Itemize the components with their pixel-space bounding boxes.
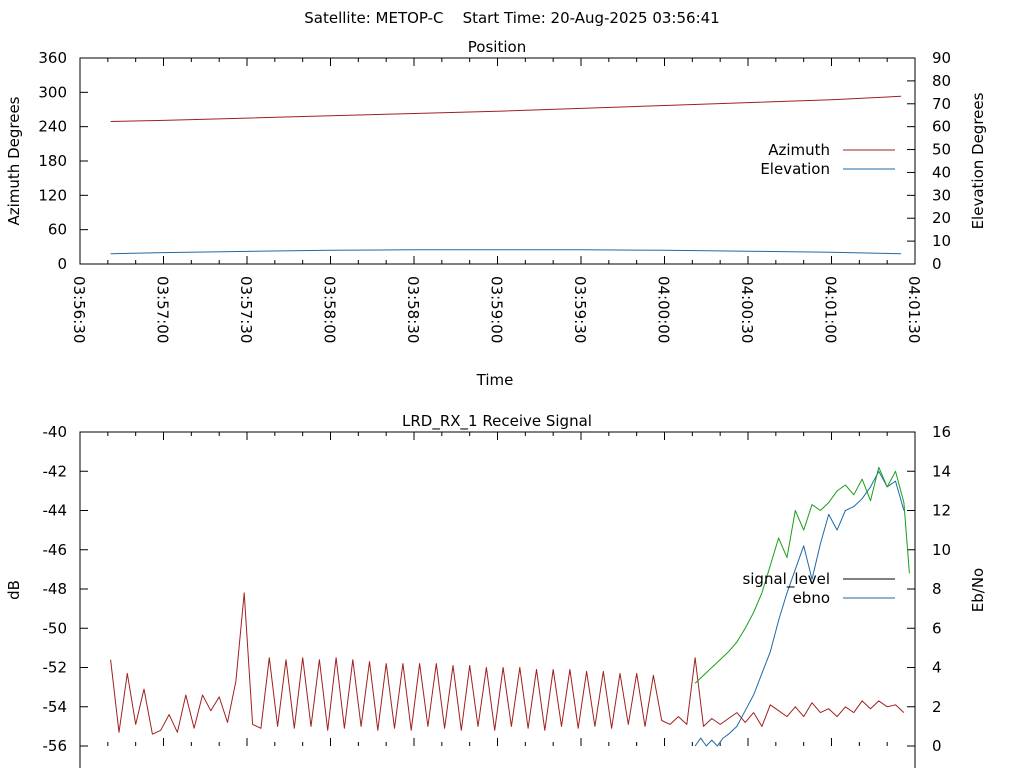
y2-tick-label: 6 [932,619,942,637]
x-tick-label: 03:59:00 [488,276,506,343]
y-tick-label: 180 [38,152,67,170]
receive-y2-axis-label: Eb/No [969,568,987,612]
y2-tick-label: 70 [932,95,951,113]
y2-tick-label: 60 [932,118,951,136]
position-x-axis-label: Time [476,371,514,389]
receive-chart-title: LRD_RX_1 Receive Signal [402,412,592,431]
x-tick-label: 03:58:30 [404,276,422,343]
y2-tick-label: 0 [932,255,942,273]
receive-y-axis-label: dB [5,580,23,600]
y-tick-label: -52 [43,659,68,677]
x-tick-label: 04:00:00 [655,276,673,343]
y2-tick-label: 20 [932,209,951,227]
y-tick-label: -48 [43,580,68,598]
y2-tick-label: 80 [932,72,951,90]
y2-tick-label: 40 [932,163,951,181]
x-tick-label: 04:00:30 [738,276,756,343]
y2-tick-label: 8 [932,580,942,598]
y2-tick-label: 30 [932,186,951,204]
x-tick-label: 03:57:00 [154,276,172,343]
y2-tick-label: 90 [932,49,951,67]
y-tick-label: -50 [43,619,68,637]
y2-tick-label: 14 [932,462,951,480]
y2-tick-label: 50 [932,141,951,159]
series-signal-level [110,592,905,735]
y-tick-label: 360 [38,49,67,67]
y-tick-label: -46 [43,541,68,559]
x-tick-label: 04:01:00 [822,276,840,343]
y-tick-label: 300 [38,83,67,101]
y-tick-label: 240 [38,118,67,136]
series-elevation [110,249,902,255]
y-tick-label: -44 [43,502,68,520]
y2-tick-label: 16 [932,423,951,441]
y2-tick-label: 0 [932,737,942,755]
position-y2-axis-label: Elevation Degrees [969,92,987,229]
legend-label: Azimuth [768,141,830,159]
figure-title: Satellite: METOP-C Start Time: 20-Aug-20… [304,9,719,27]
receive-signal-chart: LRD_RX_1 Receive Signal -56 -54 -52 -50 -48 -… [5,412,987,768]
position-chart-title: Position [468,38,526,56]
position-chart: Position 0 60 120 180 240 300 360 0 10 20 30 40 50 6… [5,38,987,389]
y-tick-label: -42 [43,462,68,480]
y2-tick-label: 4 [932,659,942,677]
position-plot-frame [79,57,916,265]
receive-plot-frame [79,431,916,768]
y2-tick-label: 10 [932,541,951,559]
series-ebno [694,470,905,747]
y-tick-label: 60 [48,221,67,239]
y2-tick-label: 12 [932,502,951,520]
y-tick-label: 120 [38,186,67,204]
y-tick-label: -54 [43,698,68,716]
y2-tick-label: 10 [932,232,951,250]
y-tick-label: 0 [57,255,67,273]
y-tick-label: -56 [43,737,68,755]
x-tick-label: 03:57:30 [237,276,255,343]
position-y-axis-label: Azimuth Degrees [5,96,23,225]
series-trace [694,466,910,684]
x-tick-label: 03:56:30 [70,276,88,343]
x-tick-label: 03:58:00 [321,276,339,343]
y2-tick-label: 2 [932,698,942,716]
legend-label: Elevation [760,160,830,178]
x-tick-label: 04:01:30 [905,276,923,343]
legend-label: signal_level [742,570,830,589]
legend-label: ebno [793,589,830,607]
x-tick-label: 03:59:30 [571,276,589,343]
series-azimuth [110,95,902,122]
y-tick-label: -40 [43,423,68,441]
